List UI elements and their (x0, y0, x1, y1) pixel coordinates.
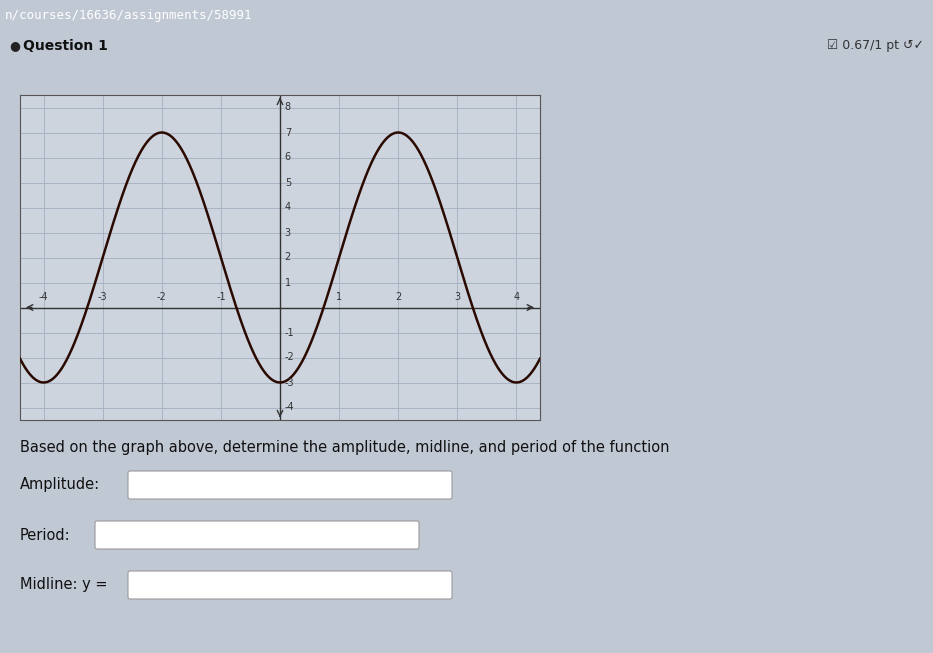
Text: -2: -2 (157, 293, 167, 302)
FancyBboxPatch shape (128, 571, 452, 599)
Text: 3: 3 (454, 293, 460, 302)
Text: Midline: y =: Midline: y = (20, 577, 107, 592)
FancyBboxPatch shape (128, 471, 452, 499)
Text: 4: 4 (513, 293, 520, 302)
Text: -4: -4 (285, 402, 294, 413)
Text: 1: 1 (285, 278, 291, 287)
Text: Period:: Period: (20, 528, 71, 543)
Text: 2: 2 (285, 253, 291, 263)
Text: 3: 3 (285, 227, 291, 238)
Text: n/courses/16636/assignments/58991: n/courses/16636/assignments/58991 (5, 8, 252, 22)
Text: -1: -1 (285, 328, 294, 338)
Text: -3: -3 (98, 293, 107, 302)
Text: Question 1: Question 1 (23, 39, 108, 53)
Text: -2: -2 (285, 353, 295, 362)
Text: 7: 7 (285, 127, 291, 138)
Text: 1: 1 (336, 293, 342, 302)
Text: -1: -1 (216, 293, 226, 302)
Text: ☑ 0.67/1 pt ↺✓: ☑ 0.67/1 pt ↺✓ (827, 39, 924, 52)
Text: Based on the graph above, determine the amplitude, midline, and period of the fu: Based on the graph above, determine the … (20, 440, 670, 455)
Text: -4: -4 (39, 293, 49, 302)
Text: ●: ● (9, 39, 21, 52)
Text: 4: 4 (285, 202, 291, 212)
Text: -3: -3 (285, 377, 294, 387)
Text: 2: 2 (395, 293, 401, 302)
Text: 6: 6 (285, 153, 291, 163)
Text: 8: 8 (285, 103, 291, 112)
FancyBboxPatch shape (95, 521, 419, 549)
Text: 5: 5 (285, 178, 291, 187)
Text: Amplitude:: Amplitude: (20, 477, 100, 492)
